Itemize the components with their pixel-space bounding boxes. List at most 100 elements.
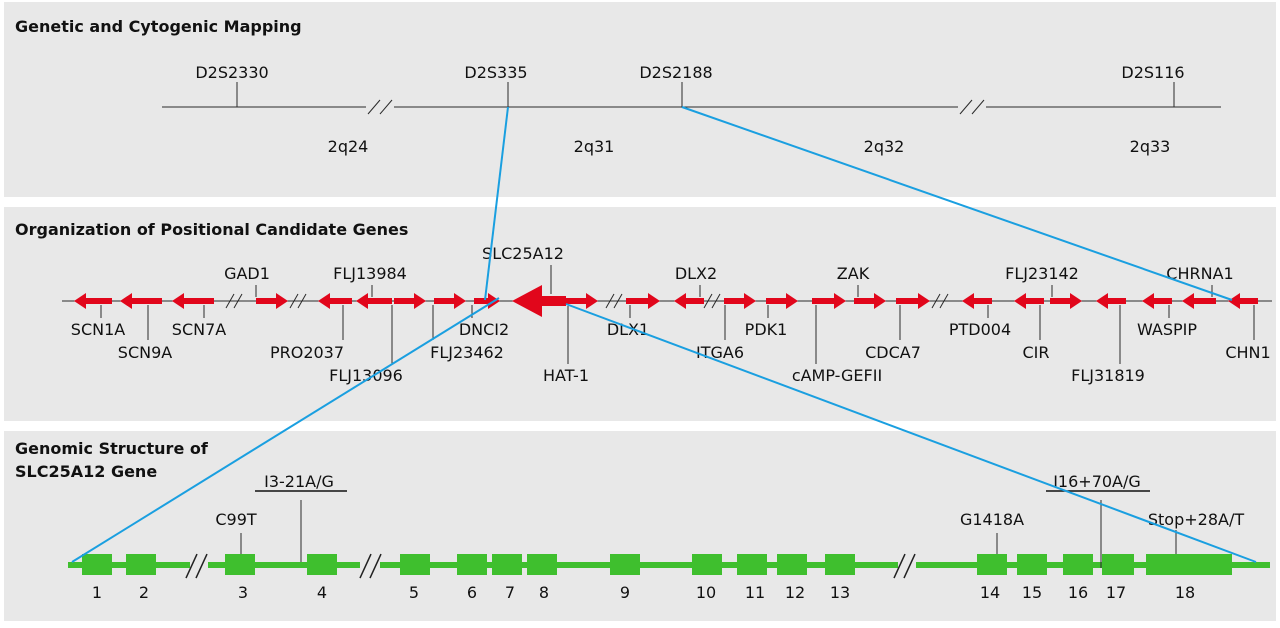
exon-box (126, 554, 156, 575)
exon-box (692, 554, 722, 575)
gene-label: CIR (1022, 343, 1049, 362)
gene-label: cAMP-GEFII (792, 366, 882, 385)
band-label: 2q24 (328, 137, 369, 156)
exon-box (1146, 554, 1232, 575)
exon-box (82, 554, 112, 575)
exon-number: 8 (539, 583, 549, 602)
positional-panel-title: Organization of Positional Candidate Gen… (15, 220, 408, 239)
exon-number: 4 (317, 583, 327, 602)
gene-label: HAT-1 (543, 366, 589, 385)
gene-arrow-left (120, 293, 162, 309)
gene-label: SCN1A (71, 320, 125, 339)
exon-box (737, 554, 767, 575)
zoom-connectors (71, 106, 1257, 563)
exon-box (1017, 554, 1047, 575)
exon-number: 2 (139, 583, 149, 602)
gene-ticks (100, 265, 1255, 364)
marker-label: D2S2330 (195, 63, 268, 82)
exon-box (610, 554, 640, 575)
exon-box (307, 554, 337, 575)
exon-number: 6 (467, 583, 477, 602)
exon-boxes (82, 554, 1232, 575)
gene-arrow-right (812, 293, 846, 309)
gene-arrow-right (256, 293, 288, 309)
gene-label: FLJ31819 (1071, 366, 1145, 385)
exon-box (492, 554, 522, 575)
gene-label: FLJ13984 (333, 264, 407, 283)
gene-label: SCN9A (118, 343, 172, 362)
exon-box (977, 554, 1007, 575)
band-label: 2q31 (574, 137, 615, 156)
exon-box (400, 554, 430, 575)
gene-label: FLJ13096 (329, 366, 403, 385)
exon-number: 9 (620, 583, 630, 602)
gene-label: DLX2 (675, 264, 717, 283)
gene-label: PDK1 (745, 320, 788, 339)
gene-arrow-left (318, 293, 352, 309)
band-label: 2q33 (1130, 137, 1171, 156)
gene-label: DNCI2 (459, 320, 509, 339)
exon-number: 17 (1106, 583, 1126, 602)
gene-label: SCN7A (172, 320, 226, 339)
gene-label: PTD004 (949, 320, 1011, 339)
genomic-panel-title-line2: SLC25A12 Gene (15, 462, 157, 481)
exon-numbers: 1 2 3 4 5 6 7 8 9 10 11 12 13 14 15 16 1… (92, 583, 1195, 602)
genetic-panel-title: Genetic and Cytogenic Mapping (15, 17, 302, 36)
gene-arrow-left (74, 293, 112, 309)
gene-label: FLJ23142 (1005, 264, 1079, 283)
gene-arrows (74, 285, 1258, 317)
gene-arrow-right (394, 293, 426, 309)
gene-label: DLX1 (607, 320, 649, 339)
exon-number: 7 (505, 583, 515, 602)
exon-number: 13 (830, 583, 850, 602)
gene-label: ZAK (837, 264, 870, 283)
genetic-map-axis (162, 82, 1221, 115)
gene-label-slc25a12: SLC25A12 (482, 244, 564, 263)
gene-arrow-right (724, 293, 756, 309)
gene-arrow-right (474, 293, 500, 309)
variant-label: G1418A (960, 510, 1024, 529)
gene-arrow-left (962, 293, 992, 309)
genomic-panel-title-line1: Genomic Structure of (15, 439, 209, 458)
exon-number: 12 (785, 583, 805, 602)
variant-label: Stop+28A/T (1148, 510, 1244, 529)
gene-label: CHN1 (1225, 343, 1270, 362)
exon-number: 16 (1068, 583, 1088, 602)
gene-arrow-left (356, 293, 392, 309)
marker-label: D2S2188 (639, 63, 712, 82)
band-label: 2q32 (864, 137, 905, 156)
exon-box (527, 554, 557, 575)
variant-label-underlined: I16+70A/G (1053, 472, 1141, 491)
gene-label: ITGA6 (696, 343, 744, 362)
gene-arrow-left (1014, 293, 1044, 309)
exon-box (825, 554, 855, 575)
exon-box (1063, 554, 1093, 575)
gene-label: GAD1 (224, 264, 270, 283)
exon-box (777, 554, 807, 575)
variant-label: C99T (215, 510, 257, 529)
gene-arrow-left (1182, 293, 1216, 309)
exon-number: 5 (409, 583, 419, 602)
exon-box (457, 554, 487, 575)
exon-number: 14 (980, 583, 1000, 602)
gene-arrow-left (674, 293, 704, 309)
gene-arrow-left (1096, 293, 1126, 309)
gene-arrow-right (766, 293, 798, 309)
gene-arrow-right (854, 293, 886, 309)
variant-ticks (240, 500, 1177, 568)
exon-box (225, 554, 255, 575)
gene-label: WASPIP (1137, 320, 1197, 339)
genomic-panel (4, 431, 1276, 621)
genetic-panel (4, 2, 1276, 197)
gene-label: PRO2037 (270, 343, 344, 362)
gene-label: FLJ23462 (430, 343, 504, 362)
gene-arrow-right (626, 293, 660, 309)
gene-arrow-right (896, 293, 930, 309)
gene-label: CDCA7 (865, 343, 921, 362)
variant-label-underlined: I3-21A/G (264, 472, 334, 491)
marker-label: D2S335 (464, 63, 527, 82)
gene-arrow-left (1228, 293, 1258, 309)
exon-number: 11 (745, 583, 765, 602)
